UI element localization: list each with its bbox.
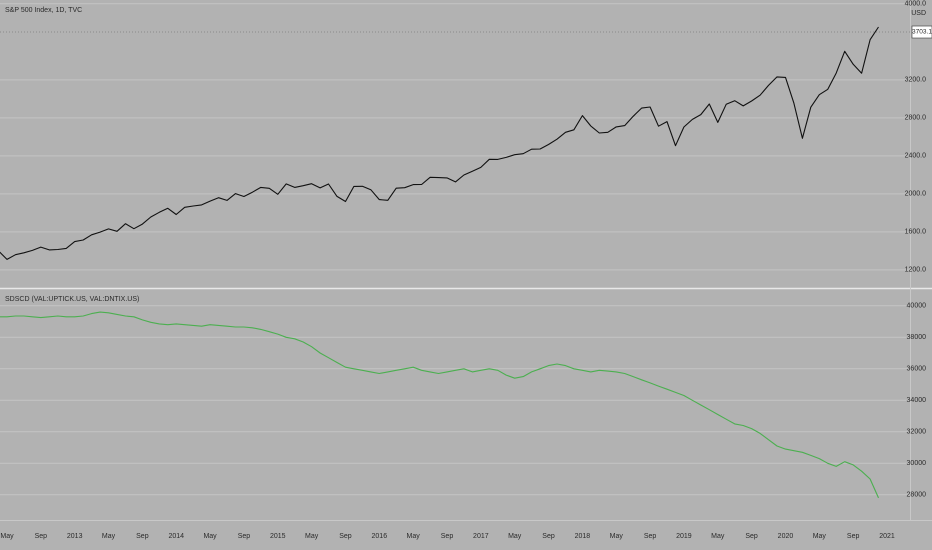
x-tick-label: May [203, 533, 217, 540]
x-tick-label: Sep [136, 533, 149, 540]
x-tick-label: 2016 [372, 533, 388, 540]
x-tick-label: Sep [339, 533, 352, 540]
x-tick-label: May [711, 533, 725, 540]
x-tick-label: Sep [644, 533, 657, 540]
x-tick-label: 2014 [168, 533, 184, 540]
x-tick-label: 2021 [879, 533, 895, 540]
x-tick-label: May [305, 533, 319, 540]
x-tick-label: Sep [441, 533, 454, 540]
y-tick-label: 4000.0 [905, 1, 927, 8]
y-tick-label: 34000 [907, 397, 927, 404]
y-tick-label: 2800.0 [905, 115, 927, 122]
x-tick-label: Sep [847, 533, 860, 540]
y-tick-label: 40000 [907, 303, 927, 310]
data-line [0, 311, 880, 499]
x-tick-label: May [813, 533, 827, 540]
last-price-box [911, 25, 932, 39]
y-tick-label: 32000 [907, 429, 927, 436]
x-tick-label: Sep [35, 533, 48, 540]
x-tick-label: 2017 [473, 533, 489, 540]
x-tick-label: May [508, 533, 522, 540]
y-tick-label: 38000 [907, 334, 927, 341]
x-tick-label: 2018 [575, 533, 591, 540]
pane-plot [0, 26, 879, 260]
x-tick-label: Sep [745, 533, 758, 540]
pane-title: S&P 500 Index, 1D, TVC [5, 7, 82, 14]
x-tick-label: May [0, 533, 14, 540]
pane-plot [0, 311, 880, 499]
x-tick-label: 2013 [67, 533, 83, 540]
y-tick-label: 1200.0 [905, 267, 927, 274]
x-tick-label: May [610, 533, 624, 540]
x-tick-label: May [407, 533, 421, 540]
y-tick-label: 28000 [907, 492, 927, 499]
y-tick-label: 3200.0 [905, 77, 927, 84]
y-unit: USD [911, 10, 926, 17]
y-tick-label: 2000.0 [905, 191, 927, 198]
x-tick-label: 2015 [270, 533, 286, 540]
last-price-label: 3703.1 [912, 29, 932, 36]
y-tick-label: 30000 [907, 460, 927, 467]
y-tick-label: 36000 [907, 366, 927, 373]
x-tick-label: May [102, 533, 116, 540]
y-tick-label: 1600.0 [905, 229, 927, 236]
x-tick-label: 2019 [676, 533, 692, 540]
x-tick-label: 2020 [778, 533, 794, 540]
y-tick-label: 2400.0 [905, 153, 927, 160]
pane-title: SDSCD (VAL:UPTICK.US, VAL:DNTIX.US) [5, 296, 139, 303]
x-tick-label: Sep [238, 533, 251, 540]
data-line [0, 26, 879, 260]
x-tick-label: Sep [542, 533, 555, 540]
